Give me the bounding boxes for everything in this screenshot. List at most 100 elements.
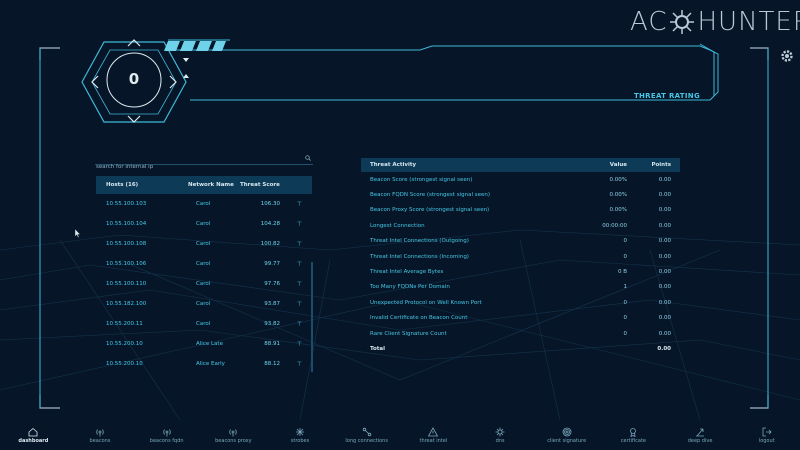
host-ip[interactable]: 10.55.100.108 — [106, 241, 147, 247]
dns-icon — [495, 427, 505, 437]
logo-node-icon — [670, 10, 695, 34]
nav-label: client signature — [547, 438, 587, 444]
host-ip[interactable]: 10.55.182.100 — [106, 301, 147, 307]
host-ip[interactable]: 10.55.100.106 — [106, 261, 147, 267]
host-ip[interactable]: 10.55.200.10 — [106, 341, 143, 347]
threat-points: 0.00 — [658, 253, 671, 260]
threat-value: 0 — [623, 315, 628, 322]
threat-activity: Rare Client Signature Count — [370, 330, 447, 337]
threat-row: Rare Client Signature Count 0 0.00 — [361, 326, 680, 341]
threat-points: 0.00 — [658, 238, 671, 245]
threat-rating-label: THREAT RATING — [633, 92, 700, 100]
filter-icon[interactable]: ⊤ — [296, 300, 302, 308]
filter-icon[interactable]: ⊤ — [296, 340, 302, 348]
threat-score: 88.91 — [264, 341, 280, 347]
threat-activity: Threat Intel Connections (Incoming) — [370, 253, 469, 260]
network-name: Carol — [196, 260, 211, 267]
points-column-header: Points — [651, 162, 671, 168]
table-row[interactable]: 10.55.100.104 Carol 104.28 ⊤ — [96, 214, 312, 234]
nav-item-beacons[interactable]: beacons — [67, 424, 134, 450]
threat-score: 106.30 — [260, 201, 280, 207]
threat-row: Beacon Score (strongest signal seen) 0.00… — [361, 172, 680, 187]
filter-icon[interactable]: ⊤ — [296, 240, 302, 248]
search-input[interactable] — [95, 164, 295, 170]
host-ip[interactable]: 10.55.100.110 — [106, 281, 147, 287]
threat-score: 93.87 — [264, 301, 280, 307]
host-ip[interactable]: 10.55.100.103 — [106, 201, 147, 207]
network-column-header[interactable]: Network Name — [188, 181, 234, 188]
nav-label: beacons proxy — [215, 438, 252, 444]
table-row[interactable]: 10.55.200.10 Alice Early 88.12 ⊤ — [96, 354, 312, 374]
nav-item-client-signature[interactable]: client signature — [533, 424, 600, 450]
threat-row: Longest Connection 00:00:00 0.00 — [361, 218, 680, 233]
filter-icon[interactable]: ⊤ — [296, 320, 302, 328]
filter-icon[interactable]: ⊤ — [296, 360, 302, 368]
nav-item-strobes[interactable]: strobes — [267, 424, 334, 450]
threat-score: 104.28 — [260, 221, 280, 227]
filter-icon[interactable]: ⊤ — [296, 220, 302, 228]
threat-points: 0.00 — [658, 299, 671, 306]
threat-row: Threat Intel Average Bytes 0 B 0.00 — [361, 264, 680, 279]
search-icon[interactable] — [305, 155, 311, 161]
threat-points: 0.00 — [658, 330, 671, 337]
nav-item-logout[interactable]: logout — [733, 424, 800, 450]
nav-item-dashboard[interactable]: dashboard — [0, 424, 67, 450]
nav-item-beacons-fqdn[interactable]: beacons fqdn — [133, 424, 200, 450]
table-row[interactable]: 10.55.200.10 Alice Late 88.91 ⊤ — [96, 334, 312, 354]
nav-item-deep-dive[interactable]: deep dive — [667, 424, 734, 450]
threat-row: Beacon Proxy Score (strongest signal see… — [361, 203, 680, 218]
threat-value: 0 B — [617, 269, 627, 276]
table-row[interactable]: 10.55.182.100 Carol 93.87 ⊤ — [96, 294, 312, 314]
threat-activity: Longest Connection — [370, 222, 425, 229]
beacon-fqdn-icon — [163, 429, 171, 437]
logo-text-ac: AC — [630, 7, 668, 37]
table-row[interactable]: 10.55.100.108 Carol 100.82 ⊤ — [96, 234, 312, 254]
threat-activity: Beacon Proxy Score (strongest signal see… — [370, 207, 490, 214]
threat-row: Too Many FQDNs Per Domain 1 0.00 — [361, 280, 680, 295]
filter-icon[interactable]: ⊤ — [296, 200, 302, 208]
network-name: Carol — [196, 300, 211, 307]
threat-value: 0 — [623, 299, 628, 306]
hosts-scrollbar[interactable] — [311, 262, 313, 372]
gear-icon[interactable] — [779, 48, 795, 64]
host-ip[interactable]: 10.55.100.104 — [106, 221, 147, 227]
threat-activity-column-header: Threat Activity — [370, 162, 417, 168]
logo-text-hunter: HUNTER — [697, 7, 800, 37]
threat-total-row: Total 0.00 — [361, 341, 680, 356]
threat-row: Threat Intel Connections (Outgoing) 0 0.00 — [361, 234, 680, 249]
threat-points: 0.00 — [658, 315, 671, 322]
filter-icon[interactable]: ⊤ — [296, 280, 302, 288]
threat-score-value: 0 — [128, 70, 140, 88]
home-icon — [28, 427, 38, 437]
hosts-column-header[interactable]: Hosts (16) — [106, 182, 139, 188]
table-row[interactable]: 10.55.100.106 Carol 99.77 ⊤ — [96, 254, 312, 274]
threat-value: 1 — [623, 284, 628, 291]
nav-item-long-connections[interactable]: long connections — [333, 424, 400, 450]
threat-score: 100.82 — [260, 241, 280, 247]
table-row[interactable]: 10.55.200.11 Carol 93.82 ⊤ — [96, 314, 312, 334]
nav-item-certificate[interactable]: certificate — [600, 424, 667, 450]
app-logo: AC HUNTER — [630, 6, 800, 38]
host-ip[interactable]: 10.55.200.11 — [106, 321, 143, 327]
nav-item-threat-intel[interactable]: threat intel — [400, 424, 467, 450]
nav-item-dns[interactable]: dns — [467, 424, 534, 450]
filter-icon[interactable]: ⊤ — [296, 260, 302, 268]
threat-activity: Too Many FQDNs Per Domain — [370, 284, 450, 291]
table-row[interactable]: 10.55.100.110 Carol 97.76 ⊤ — [96, 274, 312, 294]
nav-label: long connections — [345, 438, 388, 444]
warning-icon — [428, 427, 439, 437]
host-ip[interactable]: 10.55.200.10 — [106, 361, 143, 367]
threat-value: 0 — [623, 238, 628, 245]
threat-points: 0.00 — [658, 222, 671, 229]
nav-item-beacons-proxy[interactable]: beacons proxy — [200, 424, 267, 450]
threat-activity: Threat Intel Average Bytes — [370, 269, 444, 276]
threat-score-column-header[interactable]: Threat Score — [240, 182, 280, 188]
table-row[interactable]: 10.55.100.103 Carol 106.30 ⊤ — [96, 194, 312, 214]
threat-score: 88.12 — [264, 361, 280, 367]
threat-score: 99.77 — [264, 261, 280, 267]
network-name: Carol — [196, 320, 211, 327]
threat-value: 0.00% — [609, 207, 627, 214]
threat-value: 0.00% — [609, 192, 627, 199]
strobe-icon — [296, 428, 305, 436]
long-connection-icon — [362, 427, 371, 437]
